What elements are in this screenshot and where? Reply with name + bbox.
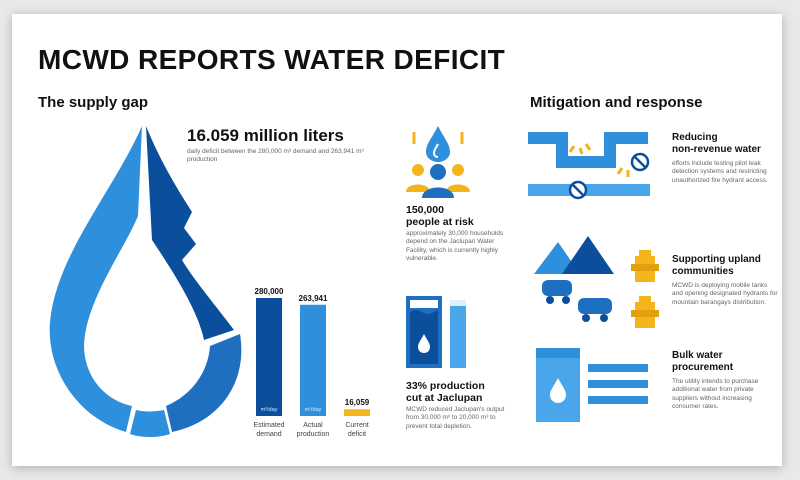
water-drop-icon (49, 126, 242, 437)
mitigation-item-nrw-title: Reducing non-revenue water (672, 132, 761, 155)
mountain-tank-icon (534, 236, 614, 322)
reservoir-icon (406, 296, 466, 368)
mitigation-item-bulk-desc: The utility intends to purchase addition… (672, 378, 759, 411)
mitigation-heading: Mitigation and response (530, 94, 703, 111)
people-at-risk-heading: 150,000 people at risk (406, 204, 474, 228)
deficit-bar-chart: 280,000 m³/day Estimated demand 263,941 m³/da… (253, 287, 370, 438)
mitigation-item-upland-desc: MCWD is deploying mobile tanks and openi… (672, 282, 778, 306)
production-cut-description: MCWD reduced Jaclupan's output from 30,0… (406, 406, 505, 430)
mitigation-item-upland-title: Supporting upland communities (672, 254, 761, 277)
deficit-description: daily deficit between the 280,000 m³ dem… (187, 148, 364, 164)
people-at-risk-description: approximately 30,000 households depend o… (406, 230, 504, 263)
bar-value-label-1: 263,941 (299, 294, 328, 303)
production-cut-heading: 33% production cut at Jaclupan (406, 380, 485, 404)
people-drop-icon (406, 126, 470, 198)
hydrant-icon (631, 250, 659, 328)
category-label-0: demand (256, 431, 281, 438)
bar-unit-label-1: m³/day (305, 407, 322, 413)
category-label-2: Current (345, 422, 368, 429)
bar-0 (256, 298, 282, 416)
mitigation-item-bulk-title: Bulk water procurement (672, 350, 734, 373)
category-label-0: Estimated (253, 422, 284, 429)
page-title: MCWD REPORTS WATER DEFICIT (38, 44, 506, 75)
bar-unit-label-0: m³/day (261, 407, 278, 413)
category-label-1: Actual (303, 422, 323, 429)
deficit-figure: 16.059 million liters (187, 126, 344, 145)
category-label-2: deficit (348, 431, 366, 438)
bulk-tank-icon (536, 348, 648, 422)
bar-value-label-0: 280,000 (255, 287, 284, 296)
bar-2 (344, 409, 370, 416)
infographic-card: MCWD REPORTS WATER DEFICIT The supply ga… (12, 14, 782, 466)
supply-gap-heading: The supply gap (38, 94, 149, 111)
bar-1 (300, 304, 326, 416)
category-label-1: production (297, 431, 330, 438)
pipe-leak-icon (528, 132, 650, 200)
bar-value-label-2: 16,059 (345, 398, 370, 407)
mitigation-item-nrw-desc: efforts include testing pilot leak detec… (672, 160, 768, 184)
